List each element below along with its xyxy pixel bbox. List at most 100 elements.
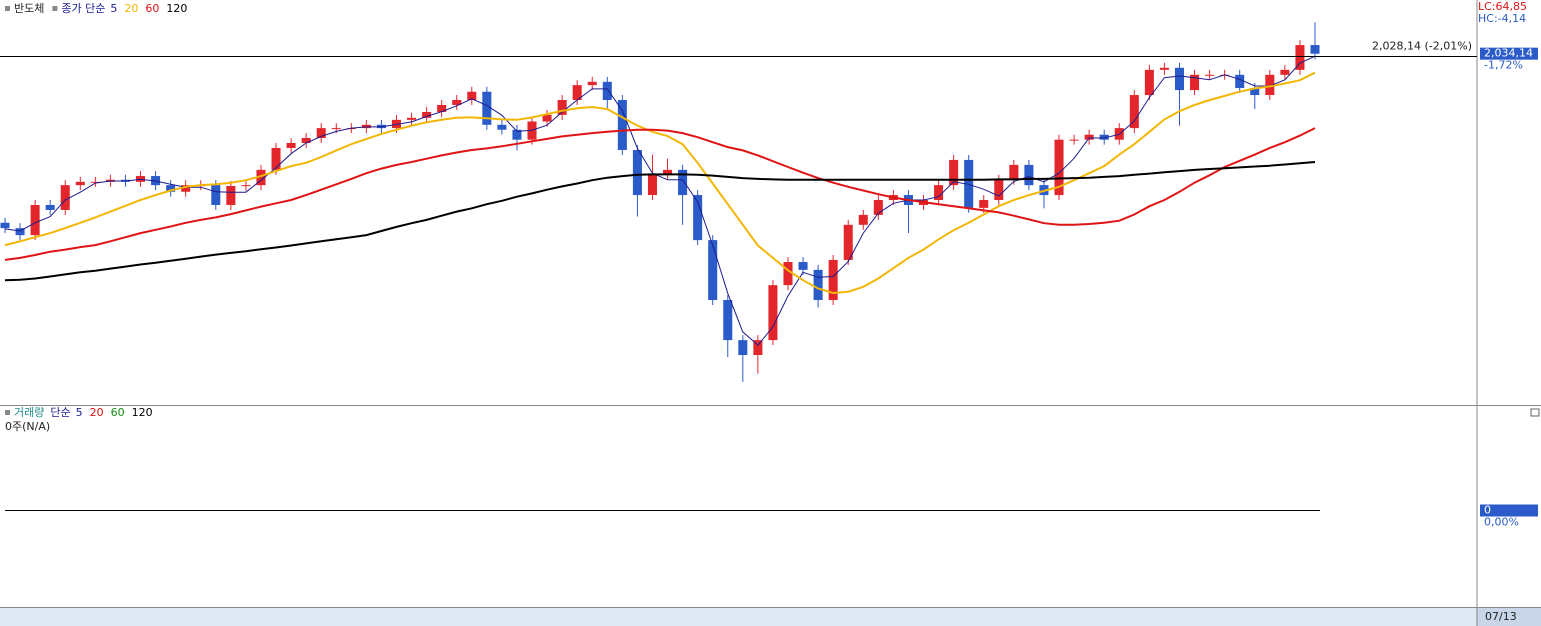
candle-body (783, 262, 793, 286)
legend-entry: 20 (124, 2, 138, 15)
candle-body (572, 85, 582, 101)
candle-body (1054, 139, 1064, 196)
candle-body (181, 185, 191, 192)
candle-body (798, 262, 808, 270)
candle-body (286, 142, 296, 148)
chart-title: 반도체 (14, 2, 44, 15)
candle-body (934, 185, 944, 201)
candle-body (1084, 134, 1094, 140)
candle-body (1265, 74, 1275, 96)
candle-body (632, 150, 642, 196)
candle-body (843, 224, 853, 260)
candle-body (1310, 45, 1320, 54)
candle-body (437, 104, 447, 112)
candle-body (542, 114, 552, 122)
candle-body (60, 185, 70, 210)
candle-body (15, 228, 25, 236)
candle-body (241, 185, 251, 187)
moving-average-line (4, 127, 1316, 261)
candle-body (1174, 67, 1184, 91)
candle-body (1144, 69, 1154, 96)
legend-entry: 120 (166, 2, 187, 15)
candle-body (452, 100, 462, 105)
time-axis-panel (0, 607, 1541, 626)
legend-icon (5, 6, 10, 11)
pane-title: 거래량 (14, 406, 44, 419)
lc-label: LC:64,85 (1478, 0, 1527, 13)
moving-average-line (4, 55, 1316, 346)
candle-body (587, 81, 597, 86)
pane-button[interactable] (1530, 408, 1540, 417)
last-change-label: -1,72% (1484, 59, 1523, 72)
legend-entry: 60 (111, 406, 125, 419)
candle-body (828, 259, 838, 301)
marks (0, 22, 1538, 517)
candle-body (256, 169, 266, 186)
candle-body (1024, 164, 1034, 186)
candle-body (1129, 95, 1139, 129)
candle-body (949, 159, 959, 186)
candle-body (738, 340, 748, 355)
last-value-box (1480, 504, 1538, 517)
candle-body (858, 214, 868, 225)
reference-label: 2,028,14 (-2,01%) (1372, 40, 1472, 53)
candle-body (617, 100, 627, 151)
candle-body (512, 129, 522, 140)
candle-body (1099, 134, 1109, 140)
candle-body (1190, 74, 1200, 91)
candle-body (708, 240, 718, 301)
candle-body (1235, 74, 1245, 89)
legend-entry: 120 (132, 406, 153, 419)
legend-entry: 5 (76, 406, 83, 419)
candle-body (301, 138, 311, 143)
candle-body (482, 91, 492, 125)
candle-body (30, 204, 40, 236)
labels: 2,028,14 (-2,01%) 2,034,14-1,72% LC:64,85H… (5, 0, 1533, 623)
candle-body (693, 195, 703, 241)
last-price-label: 2,034,14 (1484, 47, 1533, 60)
candle-body (166, 185, 176, 192)
ma-label: 단순 (50, 406, 70, 419)
candle-body (813, 269, 823, 301)
legend-entry: 5 (110, 2, 117, 15)
candle-body (557, 100, 567, 115)
legend-icon (52, 6, 58, 11)
candle-body (994, 179, 1004, 201)
candle-body (271, 147, 281, 170)
candle-body (316, 128, 326, 139)
candle-body (979, 200, 989, 208)
candle-body (75, 181, 85, 186)
candle-body (647, 174, 657, 196)
ma-label: 종가 단순 (61, 2, 105, 15)
candle-body (331, 128, 341, 130)
candle-body (90, 181, 100, 183)
candle-body (1205, 74, 1215, 76)
candle-body (1069, 139, 1079, 141)
candle-body (211, 185, 221, 205)
candle-body (1009, 164, 1019, 180)
candle-body (1159, 67, 1169, 70)
candle-body (1250, 88, 1260, 96)
candle-body (753, 340, 763, 355)
last-price-box (1480, 47, 1538, 60)
legend-entry: 60 (145, 2, 159, 15)
candle-body (602, 81, 612, 101)
status-label: 0주(N/A) (5, 420, 50, 433)
hc-label: HC:-4,14 (1478, 12, 1526, 25)
last-value-label: 0 (1484, 504, 1491, 517)
candle-body (226, 185, 236, 205)
candle-body (497, 124, 507, 130)
candle-body (873, 200, 883, 215)
last-change-label: 0,00% (1484, 516, 1519, 529)
candle-body (346, 128, 356, 130)
candle-body (768, 285, 778, 341)
moving-average-line (4, 71, 1316, 295)
candle-body (422, 111, 432, 118)
date-box (1477, 607, 1541, 626)
candle-body (407, 117, 417, 120)
candle-body (467, 91, 477, 101)
moving-average-line (4, 161, 1316, 282)
date-label: 07/13 (1485, 610, 1517, 623)
